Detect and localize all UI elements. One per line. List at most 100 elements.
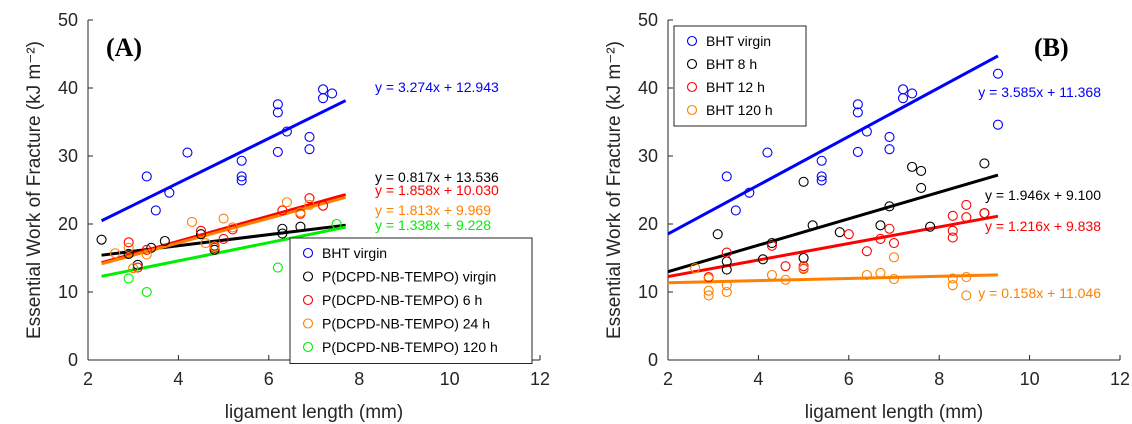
legend-label: BHT virgin <box>322 245 387 261</box>
data-point <box>272 146 283 157</box>
data-point <box>861 126 872 137</box>
y-tick-label: 30 <box>638 146 658 166</box>
data-point <box>884 144 895 155</box>
data-point <box>123 242 134 253</box>
data-point <box>96 234 107 245</box>
fit-equation: y = 3.585x + 11.368 <box>978 84 1101 100</box>
x-axis-label: ligament length (mm) <box>225 402 403 423</box>
legend-marker <box>686 81 698 93</box>
data-point <box>852 146 863 157</box>
x-tick-label: 6 <box>844 369 854 389</box>
fit-equation: y = 0.158x + 11.046 <box>978 285 1101 301</box>
data-point <box>277 228 288 239</box>
y-tick-label: 10 <box>638 282 658 302</box>
data-point <box>703 285 714 296</box>
y-tick-label: 50 <box>58 10 78 30</box>
data-point <box>947 210 958 221</box>
y-axis-label: Essential Work of Fracture (kJ m⁻²) <box>604 41 625 339</box>
legend-label: P(DCPD-NB-TEMPO) 120 h <box>322 339 498 355</box>
y-tick-label: 0 <box>68 350 78 370</box>
data-point <box>141 286 152 298</box>
data-point <box>150 205 161 216</box>
data-point <box>744 187 755 198</box>
fit-line <box>100 99 347 223</box>
panel-label: (B) <box>1034 33 1069 62</box>
legend-marker <box>302 318 314 329</box>
panel-label: (A) <box>106 33 142 62</box>
data-point <box>721 264 732 275</box>
data-point <box>703 290 714 301</box>
panel-b: 2 4 6 8 10 12 0 10 20 30 40 50 ligament length (mm) E… <box>604 10 1130 423</box>
data-point <box>816 171 827 182</box>
y-tick-label: 20 <box>58 214 78 234</box>
data-point <box>961 212 972 223</box>
data-point <box>834 227 845 238</box>
data-point <box>947 225 958 236</box>
data-point <box>218 233 229 245</box>
data-point <box>272 107 283 118</box>
data-point <box>186 216 198 228</box>
x-tick-label: 10 <box>440 369 460 389</box>
data-point <box>816 175 827 186</box>
y-tick-label: 30 <box>58 146 78 166</box>
data-point <box>875 233 886 245</box>
data-point <box>141 249 152 260</box>
data-point <box>916 165 927 177</box>
data-point <box>327 88 338 99</box>
x-tick-label: 2 <box>83 369 93 389</box>
data-point <box>766 240 778 251</box>
data-point <box>721 286 732 298</box>
data-point <box>721 171 732 182</box>
data-point <box>947 232 958 243</box>
fit-equation: y = 0.817x + 13.536 <box>375 169 499 185</box>
data-point <box>703 273 714 284</box>
y-tick-label: 0 <box>648 350 658 370</box>
data-point <box>164 187 175 198</box>
data-point <box>317 84 329 95</box>
data-point <box>798 263 809 274</box>
data-point <box>925 221 936 232</box>
data-point <box>277 205 288 216</box>
fit-equation: y = 1.338x + 9.228 <box>375 217 491 233</box>
data-point <box>798 176 809 187</box>
legend-label: BHT virgin <box>706 33 771 49</box>
data-point <box>236 175 247 186</box>
data-point <box>884 131 895 143</box>
data-point <box>209 241 220 252</box>
data-point <box>141 171 152 182</box>
y-tick-label: 50 <box>638 10 658 30</box>
data-point <box>762 147 773 158</box>
data-point <box>888 237 900 249</box>
fit-equation: y = 1.858x + 10.030 <box>375 182 499 198</box>
data-point <box>272 99 283 110</box>
data-point <box>123 237 134 248</box>
fit-equation: y = 1.216x + 9.838 <box>985 218 1101 234</box>
data-point <box>766 269 778 281</box>
data-point <box>780 261 791 272</box>
legend-label: BHT 12 h <box>706 79 765 95</box>
data-point <box>317 93 329 104</box>
data-point <box>195 225 207 236</box>
legend-label: P(DCPD-NB-TEMPO) virgin <box>322 269 496 285</box>
data-point <box>897 84 909 95</box>
data-point <box>141 244 152 255</box>
legend-marker <box>686 104 698 116</box>
data-point <box>304 144 315 155</box>
data-point <box>195 229 207 240</box>
fit-equation: y = 1.946x + 9.100 <box>985 187 1101 203</box>
data-point <box>272 262 283 273</box>
legend-box <box>289 237 533 364</box>
data-point <box>992 119 1004 130</box>
data-point <box>947 280 958 291</box>
data-point <box>961 271 972 283</box>
y-tick-label: 40 <box>58 78 78 98</box>
data-point <box>227 222 238 233</box>
legend-label: BHT 120 h <box>706 102 773 118</box>
data-point <box>730 205 741 216</box>
data-point <box>304 193 315 204</box>
data-point <box>721 247 732 258</box>
x-tick-label: 8 <box>354 369 364 389</box>
data-point <box>780 274 791 285</box>
panel-a: 2 4 6 8 10 12 0 10 20 30 40 50 ligament length (mm) E… <box>24 10 550 423</box>
data-point <box>277 223 288 234</box>
